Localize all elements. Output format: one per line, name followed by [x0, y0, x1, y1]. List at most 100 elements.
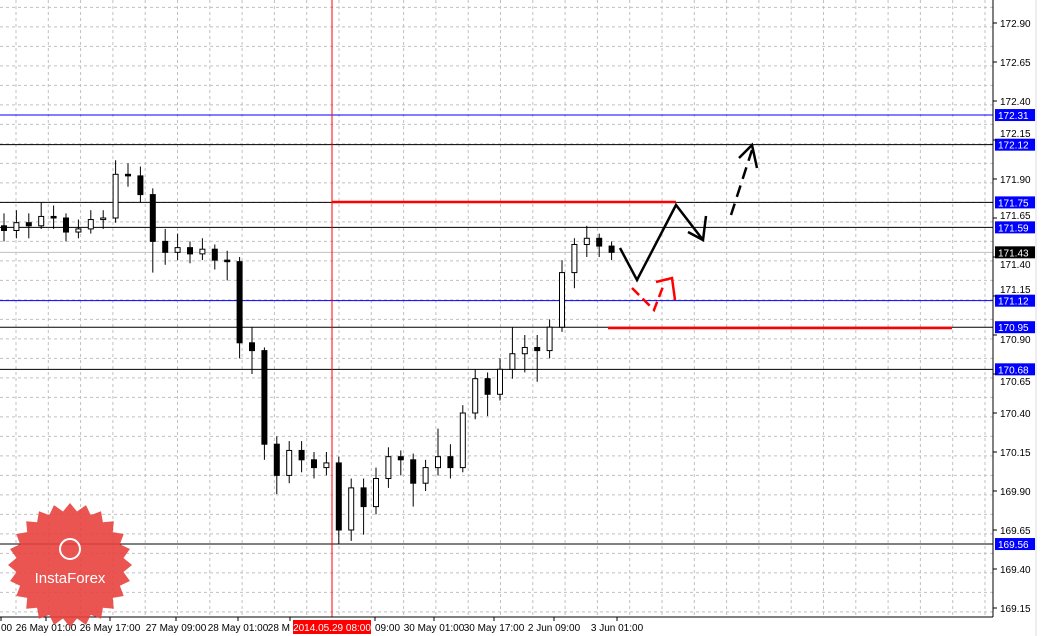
candle-body: [174, 247, 181, 253]
price-tick-label: 172.90: [1000, 19, 1031, 30]
time-tick-label: 27 May 09:00: [146, 623, 207, 634]
candle-body: [50, 215, 57, 219]
candle-body: [472, 378, 479, 414]
level-label-box: [995, 294, 1035, 307]
price-tick-label: 171.15: [1000, 285, 1031, 296]
candle-body: [311, 459, 317, 469]
candle-body: [162, 240, 169, 253]
level-label: 171.12: [998, 297, 1029, 308]
time-tick-label: 2 Jun 09:00: [528, 623, 581, 634]
candle-body: [459, 412, 466, 469]
forecast-arrow-black: [618, 202, 708, 283]
candle-body: [509, 353, 516, 370]
candle-body: [112, 173, 119, 219]
candle-body: [87, 219, 94, 230]
level-label: 171.75: [998, 198, 1029, 209]
time-tick-label: 26 May 01:00: [16, 623, 77, 634]
candle-body: [447, 456, 454, 469]
candle-body: [149, 194, 156, 242]
candle-body: [100, 217, 107, 221]
candle-body: [571, 244, 578, 274]
candle-body: [187, 247, 193, 255]
candle-body: [335, 462, 342, 531]
price-tick-label: 169.90: [1000, 487, 1031, 498]
price-tick-label: 170.15: [1000, 448, 1031, 459]
candle-body: [596, 237, 603, 247]
price-tick-label: 171.90: [1000, 175, 1031, 186]
time-axis: 00 26 May 01:00 26 May 17:00 27 May 09:00 28…: [0, 617, 644, 634]
candle-body: [273, 443, 280, 476]
price-axis: 172.31172.12171.75171.59171.12170.95170.…: [993, 19, 1035, 615]
level-label-box: [995, 109, 1035, 122]
candle-body: [397, 456, 404, 461]
time-tick-label: 30 May 01:00: [404, 623, 465, 634]
time-tick-label: 28 May 01:00: [208, 623, 269, 634]
candle-body: [63, 217, 69, 233]
candle-body: [75, 228, 82, 233]
candle-body: [385, 456, 392, 480]
candle-body: [583, 237, 590, 246]
level-label-box: [995, 538, 1035, 551]
candle-body: [323, 462, 330, 469]
price-tick-label: 170.65: [1000, 377, 1031, 388]
level-label-box: [995, 221, 1035, 234]
candle-body: [559, 272, 565, 328]
candle-body: [249, 342, 255, 352]
candle-body: [38, 215, 45, 227]
candle-body: [25, 222, 32, 227]
price-tick-label: 172.65: [1000, 58, 1031, 69]
candle-body: [224, 259, 231, 263]
level-label-box: [995, 138, 1035, 151]
price-tick-label: 169.15: [1000, 604, 1031, 615]
logo-starburst: [8, 503, 132, 627]
time-tick-label: 3 Jun 01:00: [591, 623, 644, 634]
candle-body: [137, 175, 144, 196]
candle-body: [1, 225, 7, 231]
forecast-arrow-red-dashed: [631, 276, 677, 313]
candles: [1, 160, 615, 545]
price-tick-label: 169.65: [1000, 526, 1031, 537]
level-label: 172.12: [998, 141, 1029, 152]
price-tick-label: 172.15: [1000, 129, 1031, 140]
candle-body: [199, 248, 206, 255]
grid: [0, 0, 993, 617]
time-tick-label: 00: [1, 623, 13, 634]
level-label-box: [995, 363, 1035, 376]
logo-text: InstaForex: [35, 570, 106, 587]
level-label: 170.68: [998, 365, 1029, 376]
candle-body: [360, 487, 367, 508]
forecast-arrow-black-dashed: [729, 142, 759, 216]
instaforex-logo: InstaForex: [8, 503, 132, 627]
cursor-time-label: 2014.05.29 08:00: [293, 620, 371, 634]
candle-body: [521, 346, 528, 355]
candle-body: [608, 245, 615, 253]
candle-body: [373, 478, 379, 508]
time-tick-label: 30 May 17:00: [464, 623, 525, 634]
candle-body: [546, 326, 553, 352]
logo-icon: [59, 538, 81, 560]
level-label-box: [995, 321, 1035, 334]
candle-body: [125, 173, 131, 177]
level-label: 170.95: [998, 323, 1029, 334]
price-tick-label: 170.90: [1000, 335, 1031, 346]
candle-body: [261, 350, 268, 445]
price-tick-label: 171.65: [1000, 211, 1031, 222]
candle-body: [286, 449, 293, 476]
price-tick-label: 172.40: [1000, 97, 1031, 108]
time-tick-label: 26 May 17:00: [80, 623, 141, 634]
horizontal-levels: [0, 114, 993, 545]
price-tick-label: 170.40: [1000, 409, 1031, 420]
time-tick-label: 09:00: [375, 623, 400, 634]
time-tick-label: 28 M: [268, 623, 290, 634]
candle-body: [422, 467, 429, 484]
candle-body: [348, 487, 355, 531]
price-tick-label: 169.40: [1000, 565, 1031, 576]
cursor-time-text: 2014.05.29 08:00: [293, 623, 371, 634]
current-price-box: [995, 246, 1035, 259]
level-label-box: [995, 196, 1035, 209]
level-label: 171.59: [998, 223, 1029, 234]
candle-body: [13, 222, 20, 231]
candle-body: [211, 248, 218, 261]
candle-body: [435, 456, 441, 469]
